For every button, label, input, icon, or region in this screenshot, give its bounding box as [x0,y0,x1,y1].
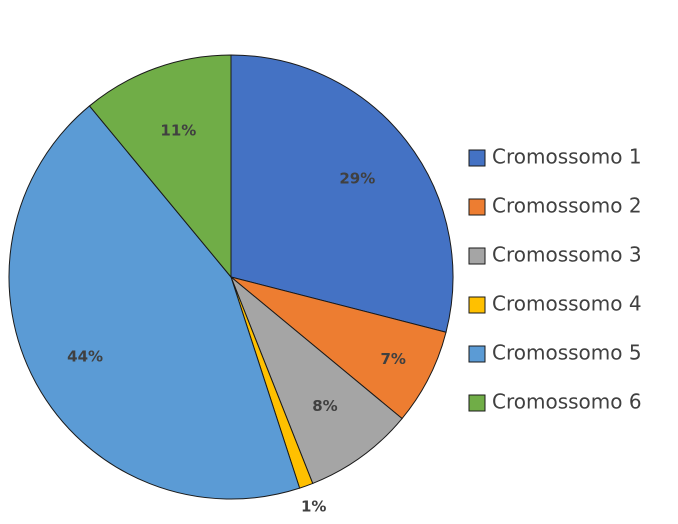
legend-label-1: Cromossomo 1 [492,145,642,169]
legend-swatch-2 [468,198,486,216]
pie-slice-5 [8,105,301,500]
legend-swatch-3 [468,247,486,265]
legend-swatch-4 [468,296,486,314]
legend-swatch-5 [468,345,486,363]
legend-label-5: Cromossomo 5 [492,341,642,365]
legend-swatch-6 [468,394,486,412]
slice-label-1: 29% [339,170,375,188]
legend-label-4: Cromossomo 4 [492,292,642,316]
slice-label-3: 8% [312,397,337,415]
pie-slice-1 [230,54,454,333]
legend-label-2: Cromossomo 2 [492,194,642,218]
slice-label-6: 11% [160,121,196,139]
slice-label-2: 7% [380,350,405,368]
pie-slices [8,54,454,500]
slice-label-5: 44% [67,348,103,366]
slice-label-4: 1% [301,497,326,515]
legend-label-3: Cromossomo 3 [492,243,642,267]
legend-swatch-1 [468,149,486,167]
pie-slice-3 [230,276,403,485]
legend-label-6: Cromossomo 6 [492,390,642,414]
pie-slice-6 [88,54,232,279]
pie-slice-labels: 29% 7% 8% 1% 44% 11% [67,121,406,515]
legend: Cromossomo 1 Cromossomo 2 Cromossomo 3 Crom… [468,145,642,414]
